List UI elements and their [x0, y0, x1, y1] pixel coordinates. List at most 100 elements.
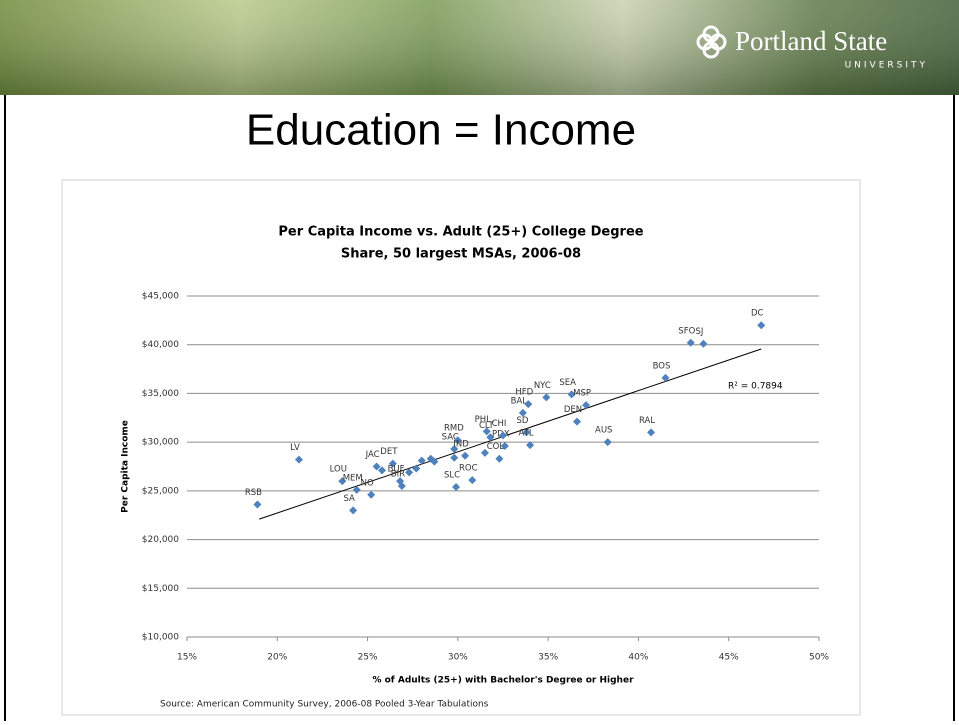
y-tick-label: $40,000: [142, 340, 179, 350]
y-axis-label: Per Capita Income: [121, 420, 131, 513]
point: [450, 444, 459, 453]
annotation: R² = 0.7894: [728, 382, 783, 392]
point-label: DC: [751, 309, 764, 319]
x-tick-label: 15%: [177, 653, 197, 663]
source: Source: American Community Survey, 2006-…: [160, 700, 489, 710]
point-label: BIR: [391, 469, 405, 479]
x-tick-label: 25%: [358, 653, 378, 663]
point-label: RMD: [444, 424, 464, 434]
point-label: IND: [453, 439, 469, 449]
banner-shade: [0, 0, 959, 95]
point: [412, 464, 421, 473]
point: [452, 482, 461, 491]
point-label: SLC: [444, 470, 460, 480]
point: [294, 455, 303, 464]
point: [450, 453, 459, 462]
point: [499, 431, 507, 440]
point-label: SJ: [695, 327, 703, 337]
logo-name: Portland State: [735, 26, 887, 56]
point: [461, 451, 470, 460]
point: [453, 436, 462, 445]
point-label: SD: [516, 416, 528, 426]
point: [349, 506, 358, 515]
point: [480, 448, 489, 457]
point-label: MEM: [343, 473, 363, 483]
point-label: JAC: [365, 450, 380, 460]
point-label: MSP: [573, 389, 591, 399]
logo: [696, 25, 727, 59]
slide-title: Education = Income: [246, 106, 636, 155]
point-label: BOS: [653, 361, 671, 371]
x-tick-label: 35%: [538, 653, 558, 663]
point-label: SAC: [442, 432, 459, 442]
point-label: ROC: [459, 464, 478, 474]
y-tick-label: $25,000: [142, 486, 179, 496]
point: [388, 459, 397, 468]
point-label: CHI: [492, 419, 507, 429]
point-label: ATL: [519, 429, 534, 439]
point: [757, 321, 766, 330]
point: [405, 468, 414, 477]
trendline: [259, 348, 762, 520]
point: [542, 393, 551, 402]
point: [253, 500, 262, 509]
y-tick-label: $10,000: [142, 633, 179, 643]
x-tick-label: 45%: [719, 653, 739, 663]
y-tick-label: $35,000: [142, 389, 179, 399]
point: [486, 433, 495, 442]
point-label: LOU: [330, 465, 347, 475]
x-tick-label: 30%: [448, 653, 468, 663]
point-label: BUF: [388, 465, 405, 475]
point-label: PHL: [475, 415, 492, 425]
chart-title: Share, 50 largest MSAs, 2006-08: [341, 247, 581, 262]
point: [378, 466, 387, 475]
point-label: RSB: [245, 488, 262, 498]
x-tick-label: 20%: [267, 653, 287, 663]
point: [500, 442, 509, 451]
point: [567, 390, 576, 399]
point-label: COL: [487, 442, 505, 452]
point: [522, 428, 531, 437]
point-label: DEN: [564, 405, 582, 415]
y-tick-label: $15,000: [142, 584, 179, 594]
point-label: SA: [343, 494, 355, 504]
x-tick-label: 40%: [628, 653, 648, 663]
point-label: BAL: [511, 396, 528, 406]
point: [430, 457, 439, 466]
point: [699, 339, 708, 348]
point-label: LV: [290, 443, 300, 453]
x-axis-label: % of Adults (25+) with Bachelor's Degree…: [372, 676, 634, 686]
point: [524, 400, 533, 409]
point-label: SFO: [678, 326, 695, 336]
point-label: RAL: [639, 416, 655, 426]
x-tick-label: 50%: [809, 653, 829, 663]
chart-frame: [61, 179, 861, 716]
point-label: HFD: [515, 388, 533, 398]
point: [573, 417, 582, 426]
y-tick-label: $30,000: [142, 438, 179, 448]
y-tick-label: $20,000: [142, 535, 179, 545]
point: [518, 408, 527, 417]
point-label: SEA: [559, 378, 576, 388]
point: [647, 428, 656, 437]
point: [338, 477, 347, 486]
point: [367, 490, 376, 499]
point-label: AUS: [595, 426, 612, 436]
point: [417, 456, 426, 465]
y-tick-label: $45,000: [142, 292, 179, 302]
point: [582, 401, 591, 410]
point: [686, 338, 695, 347]
point: [352, 485, 361, 494]
chart-title: Per Capita Income vs. Adult (25+) Colleg…: [278, 225, 643, 240]
point: [661, 373, 670, 382]
chart: Per Capita Income vs. Adult (25+) Colleg…: [121, 225, 830, 710]
point-label: NO: [361, 478, 374, 488]
point: [603, 438, 612, 447]
point: [495, 454, 504, 463]
point: [482, 427, 491, 436]
logo-sub: UNIVERSITY: [845, 61, 928, 71]
point: [468, 476, 477, 485]
point: [397, 481, 406, 490]
